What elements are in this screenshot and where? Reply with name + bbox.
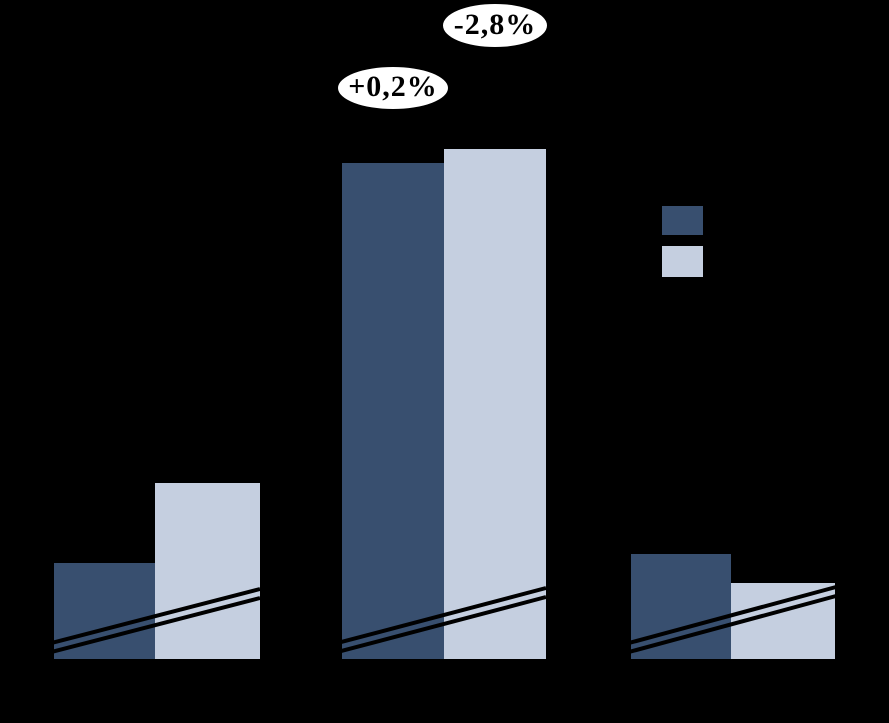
bar-group3-dark-series <box>631 554 731 659</box>
callout-ellipse-minus: -2,8% <box>441 2 549 49</box>
legend-swatch-dark-series <box>662 206 703 235</box>
legend-swatch-light-series <box>662 246 703 277</box>
bar-group1-dark-series <box>54 563 155 659</box>
bar-group1-light-series <box>155 483 260 659</box>
callout-minus-label: -2,8% <box>453 7 537 41</box>
bar-group2-dark-series <box>342 163 444 659</box>
callout-plus-label: +0,2% <box>348 70 438 103</box>
callout-ellipse-plus: +0,2% <box>336 65 450 111</box>
bar-group3-light-series <box>731 583 835 659</box>
bar-group2-light-series <box>444 149 546 659</box>
